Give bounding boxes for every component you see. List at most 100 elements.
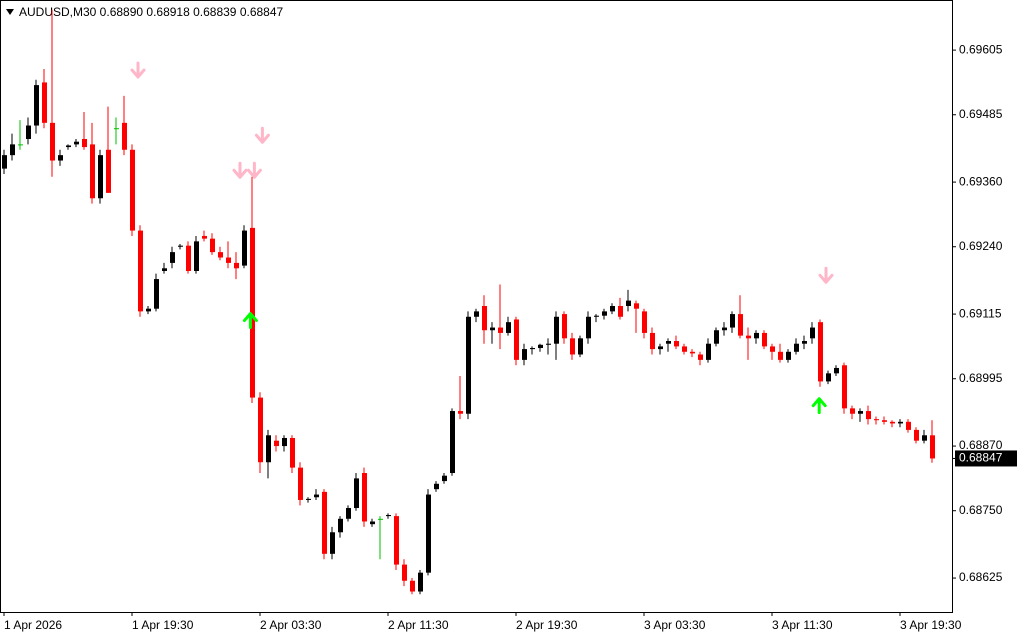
candle-body [650, 332, 655, 350]
plot-frame [0, 0, 953, 613]
candle-body [434, 483, 439, 490]
candle-body [530, 348, 535, 350]
candle-body [482, 306, 487, 331]
candle-body [194, 241, 199, 271]
candle-body [690, 351, 695, 354]
candle-body [282, 437, 287, 447]
candle-body [450, 411, 455, 474]
y-tick-label: 0.69360 [959, 174, 1003, 188]
candle-body [570, 338, 575, 355]
candle-body [730, 314, 735, 328]
candle-body [330, 532, 335, 554]
candle-body [898, 421, 903, 424]
candle-body [794, 343, 799, 352]
candle-body [930, 435, 935, 459]
candle-body [634, 303, 639, 309]
candle-body [274, 440, 279, 447]
candle-body [602, 311, 607, 316]
candle-body [498, 327, 503, 333]
candle-body [106, 149, 111, 193]
candle-body [394, 516, 399, 565]
candle-body [98, 155, 103, 199]
candle-body [146, 308, 151, 312]
candle-body [522, 349, 527, 360]
candle-body [562, 314, 567, 339]
candle-body [34, 85, 39, 126]
candle-body [538, 344, 543, 349]
candle-body [642, 311, 647, 333]
candle-body [338, 518, 343, 533]
x-tick-label: 3 Apr 19:30 [900, 618, 962, 632]
candle-body [314, 494, 319, 498]
chart-title: AUDUSD,M30 0.68890 0.68918 0.68839 0.688… [19, 5, 284, 19]
candle-body [42, 82, 47, 123]
candle-body [298, 467, 303, 500]
candle-body [506, 322, 511, 333]
candle-body [458, 411, 463, 414]
candle-body [866, 411, 871, 420]
candle-body [130, 149, 135, 231]
y-tick-label: 0.68870 [959, 438, 1003, 452]
candle-body [786, 351, 791, 360]
candle-body [746, 335, 751, 339]
candle-body [386, 515, 391, 517]
candle-body [834, 367, 839, 374]
candle-body [242, 230, 247, 266]
candle-body [218, 252, 223, 258]
candle-body [210, 238, 215, 253]
candle-body [658, 346, 663, 350]
candle-body [578, 338, 583, 355]
menu-triangle[interactable] [6, 9, 14, 15]
candle-body [610, 306, 615, 312]
candle-body [122, 122, 127, 150]
candle-body [74, 141, 79, 145]
y-tick-label: 0.69115 [959, 306, 1002, 320]
y-tick-label: 0.68625 [959, 570, 1003, 584]
y-tick-label: 0.68750 [959, 503, 1003, 517]
candle-body [410, 580, 415, 592]
candle-body [474, 311, 479, 317]
candle-body [554, 316, 559, 344]
candle-body [882, 420, 887, 422]
y-tick-label: 0.69240 [959, 239, 1003, 253]
candle-body [82, 138, 87, 148]
candle-body [114, 128, 119, 130]
candle-body [666, 341, 671, 344]
candle-body [234, 262, 239, 269]
candle-body [626, 300, 631, 306]
candle-body [290, 437, 295, 468]
x-tick-label: 2 Apr 11:30 [388, 618, 449, 632]
candle-body [418, 572, 423, 592]
candle-body [90, 144, 95, 199]
candle-body [378, 518, 383, 520]
candle-body [202, 235, 207, 239]
candle-body [226, 257, 231, 263]
x-tick-label: 3 Apr 03:30 [644, 618, 706, 632]
candle-body [770, 346, 775, 352]
x-tick-label: 2 Apr 19:30 [516, 618, 578, 632]
candle-body [154, 279, 159, 309]
candle-body [442, 475, 447, 482]
x-tick-label: 1 Apr 19:30 [132, 618, 194, 632]
candle-body [698, 354, 703, 360]
candle-body [818, 322, 823, 382]
candle-body [426, 494, 431, 573]
candle-body [618, 306, 623, 317]
candle-body [514, 319, 519, 360]
current-price-box [955, 450, 1017, 467]
candle-body [490, 327, 495, 331]
candle-body [722, 327, 727, 331]
candle-body [586, 316, 591, 339]
candle-body [362, 473, 367, 522]
candle-body [906, 421, 911, 430]
candle-body [178, 245, 183, 247]
candle-body [842, 365, 847, 409]
candle-body [2, 155, 7, 169]
candle-body [762, 332, 767, 347]
candle-body [266, 435, 271, 463]
current-price-label: 0.68847 [959, 451, 1003, 465]
candle-body [466, 316, 471, 414]
candle-body [402, 564, 407, 581]
